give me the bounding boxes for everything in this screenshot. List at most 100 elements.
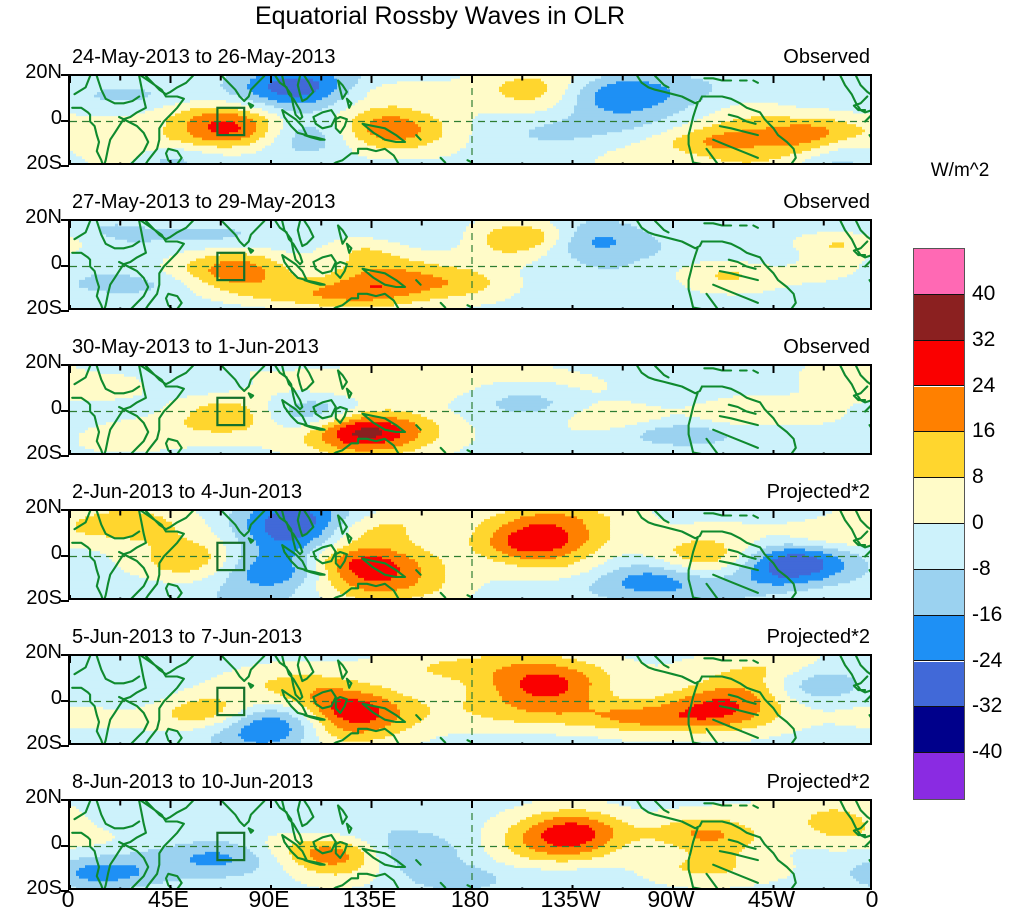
y-tick-mark bbox=[61, 409, 69, 412]
panel-title-3: 30-May-2013 to 1-Jun-2013 bbox=[72, 336, 319, 358]
panel-map-area-5 bbox=[68, 654, 872, 745]
panel-title-6: 8-Jun-2013 to 10-Jun-2013 bbox=[72, 771, 314, 793]
colorbar-band bbox=[914, 569, 964, 616]
y-axis-label: 0 bbox=[50, 106, 62, 129]
colorbar-tick-label: -40 bbox=[972, 740, 1003, 764]
x-axis: 0 45E 90E 135E 180 135W 90W 45W 0 bbox=[62, 886, 879, 916]
x-axis-label: 180 bbox=[450, 886, 490, 912]
y-axis-label: 0 bbox=[50, 686, 62, 709]
y-axis-label: 20S bbox=[26, 877, 62, 899]
y-tick-mark bbox=[61, 364, 69, 366]
x-axis-label: 0 bbox=[865, 886, 879, 912]
y-tick-mark bbox=[61, 219, 69, 221]
y-tick-mark bbox=[61, 600, 69, 602]
y-axis-label: 20S bbox=[26, 442, 62, 464]
colorbar-band bbox=[914, 661, 964, 708]
coastlines bbox=[71, 656, 870, 743]
colorbar-band bbox=[914, 340, 964, 387]
panel-tag-3: Observed bbox=[783, 336, 870, 358]
tick-marks bbox=[70, 221, 825, 308]
colorbar-unit-label: W/m^2 bbox=[930, 160, 990, 181]
y-axis-label: 20N bbox=[25, 351, 62, 373]
panel-map-area-4 bbox=[68, 509, 872, 600]
y-tick-mark bbox=[61, 890, 69, 892]
panel-map-area-6 bbox=[68, 799, 872, 890]
colorbar-tick-label: -8 bbox=[972, 556, 991, 580]
colorbar-tick-label: 32 bbox=[972, 327, 996, 351]
y-tick-mark bbox=[61, 844, 69, 847]
y-axis-label: 20S bbox=[26, 297, 62, 319]
y-tick-mark bbox=[61, 264, 69, 267]
y-tick-mark bbox=[61, 654, 69, 656]
colorbar-tick-label: -32 bbox=[972, 694, 1003, 718]
panel-title-5: 5-Jun-2013 to 7-Jun-2013 bbox=[72, 626, 303, 648]
x-axis-label: 45E bbox=[148, 886, 189, 912]
box-region bbox=[216, 251, 246, 282]
x-axis-label: 0 bbox=[61, 886, 75, 912]
panel-tag-2: Observed bbox=[783, 191, 870, 213]
y-axis-label: 20N bbox=[25, 61, 62, 83]
colorbar-tick-label: 8 bbox=[972, 465, 984, 489]
contour-fill bbox=[70, 656, 870, 743]
colorbar bbox=[913, 248, 965, 800]
y-tick-mark bbox=[61, 554, 69, 557]
panel-tag-5: Projected*2 bbox=[766, 626, 870, 648]
box-region bbox=[216, 106, 246, 137]
panel-map-area-2 bbox=[68, 219, 872, 310]
y-tick-mark bbox=[61, 165, 69, 167]
coastlines bbox=[71, 801, 870, 888]
colorbar-band bbox=[914, 707, 964, 754]
y-axis-label: 20S bbox=[26, 732, 62, 754]
contour-fill bbox=[70, 511, 870, 598]
colorbar-band bbox=[914, 753, 964, 799]
colorbar-tick-label: -16 bbox=[972, 602, 1003, 626]
tick-marks bbox=[70, 801, 825, 888]
tick-marks bbox=[70, 366, 825, 453]
coastlines bbox=[71, 366, 870, 453]
colorbar-tick-label: 16 bbox=[972, 419, 996, 443]
colorbar-band bbox=[914, 249, 964, 295]
y-axis-label: 0 bbox=[50, 541, 62, 564]
x-axis-label: 90W bbox=[647, 886, 695, 912]
x-axis-label: 135W bbox=[540, 886, 601, 912]
contour-fill bbox=[70, 221, 870, 308]
box-region bbox=[216, 396, 246, 427]
y-tick-mark bbox=[61, 745, 69, 747]
y-axis-label: 20N bbox=[25, 206, 62, 228]
panel-tag-6: Projected*2 bbox=[766, 771, 870, 793]
panel-title-1: 24-May-2013 to 26-May-2013 bbox=[72, 46, 336, 68]
y-axis-label: 20S bbox=[26, 152, 62, 174]
tick-marks bbox=[70, 511, 825, 598]
colorbar-band bbox=[914, 478, 964, 524]
coastlines bbox=[71, 511, 870, 598]
colorbar-band bbox=[914, 524, 964, 570]
y-tick-mark bbox=[61, 74, 69, 76]
colorbar-tick-label: 24 bbox=[972, 373, 996, 397]
colorbar-band bbox=[914, 294, 964, 341]
x-axis-label: 135E bbox=[342, 886, 397, 912]
y-tick-mark bbox=[61, 799, 69, 801]
y-tick-mark bbox=[61, 509, 69, 511]
y-axis-label: 20S bbox=[26, 587, 62, 609]
x-axis-label: 45W bbox=[747, 886, 796, 912]
panel-tag-1: Observed bbox=[783, 46, 870, 68]
y-tick-mark bbox=[61, 310, 69, 312]
y-axis-label: 20N bbox=[25, 786, 62, 808]
colorbar-tick-label: 40 bbox=[972, 281, 996, 305]
contour-fill bbox=[70, 801, 870, 888]
coastlines bbox=[71, 76, 870, 163]
colorbar-band bbox=[914, 615, 964, 662]
tick-marks bbox=[70, 656, 825, 743]
box-region bbox=[216, 831, 246, 862]
panel-tag-4: Projected*2 bbox=[766, 481, 870, 503]
coastlines bbox=[71, 221, 870, 308]
colorbar-tick-label: -24 bbox=[972, 648, 1003, 672]
box-region bbox=[216, 541, 246, 572]
colorbar-band bbox=[914, 386, 964, 433]
y-axis-label: 0 bbox=[50, 396, 62, 419]
tick-marks bbox=[70, 76, 825, 163]
y-axis-label: 20N bbox=[25, 496, 62, 518]
panel-title-2: 27-May-2013 to 29-May-2013 bbox=[72, 191, 336, 213]
colorbar-tick-label: 0 bbox=[972, 511, 984, 534]
